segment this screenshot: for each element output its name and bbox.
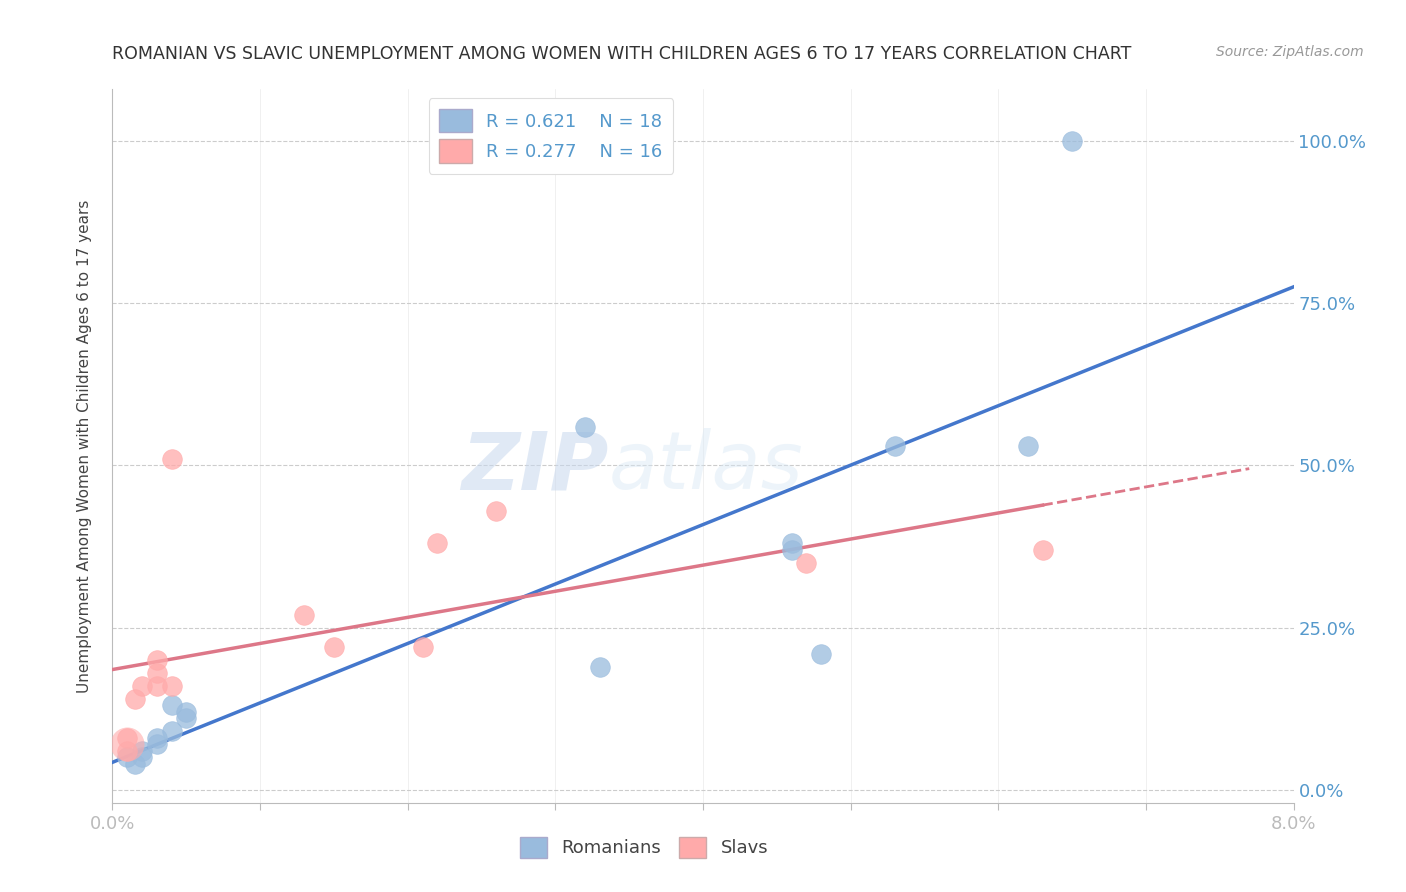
Text: ZIP: ZIP — [461, 428, 609, 507]
Point — [146, 679, 169, 693]
Point — [884, 439, 907, 453]
Point — [174, 711, 197, 725]
Point — [117, 731, 138, 745]
Point — [160, 698, 183, 713]
Point — [796, 556, 818, 570]
Point — [117, 750, 138, 764]
Point — [131, 744, 153, 758]
Point — [117, 738, 138, 752]
Point — [146, 731, 169, 745]
Point — [780, 536, 803, 550]
Point — [485, 504, 508, 518]
Point — [117, 744, 138, 758]
Point — [1062, 134, 1084, 148]
Point — [426, 536, 449, 550]
Point — [292, 607, 315, 622]
Point — [146, 666, 169, 681]
Y-axis label: Unemployment Among Women with Children Ages 6 to 17 years: Unemployment Among Women with Children A… — [77, 199, 91, 693]
Point — [174, 705, 197, 719]
Point — [160, 679, 183, 693]
Point — [160, 452, 183, 467]
Point — [160, 724, 183, 739]
Point — [1017, 439, 1039, 453]
Point — [124, 692, 146, 706]
Point — [146, 653, 169, 667]
Legend: Romanians, Slavs: Romanians, Slavs — [512, 830, 776, 865]
Point — [412, 640, 434, 654]
Text: ROMANIAN VS SLAVIC UNEMPLOYMENT AMONG WOMEN WITH CHILDREN AGES 6 TO 17 YEARS COR: ROMANIAN VS SLAVIC UNEMPLOYMENT AMONG WO… — [112, 45, 1132, 62]
Point — [810, 647, 832, 661]
Point — [1032, 542, 1054, 557]
Point — [131, 679, 153, 693]
Point — [124, 756, 146, 771]
Text: Source: ZipAtlas.com: Source: ZipAtlas.com — [1216, 45, 1364, 59]
Point — [588, 659, 610, 673]
Point — [574, 419, 596, 434]
Point — [323, 640, 346, 654]
Text: atlas: atlas — [609, 428, 803, 507]
Point — [146, 738, 169, 752]
Point — [131, 750, 153, 764]
Point — [780, 542, 803, 557]
